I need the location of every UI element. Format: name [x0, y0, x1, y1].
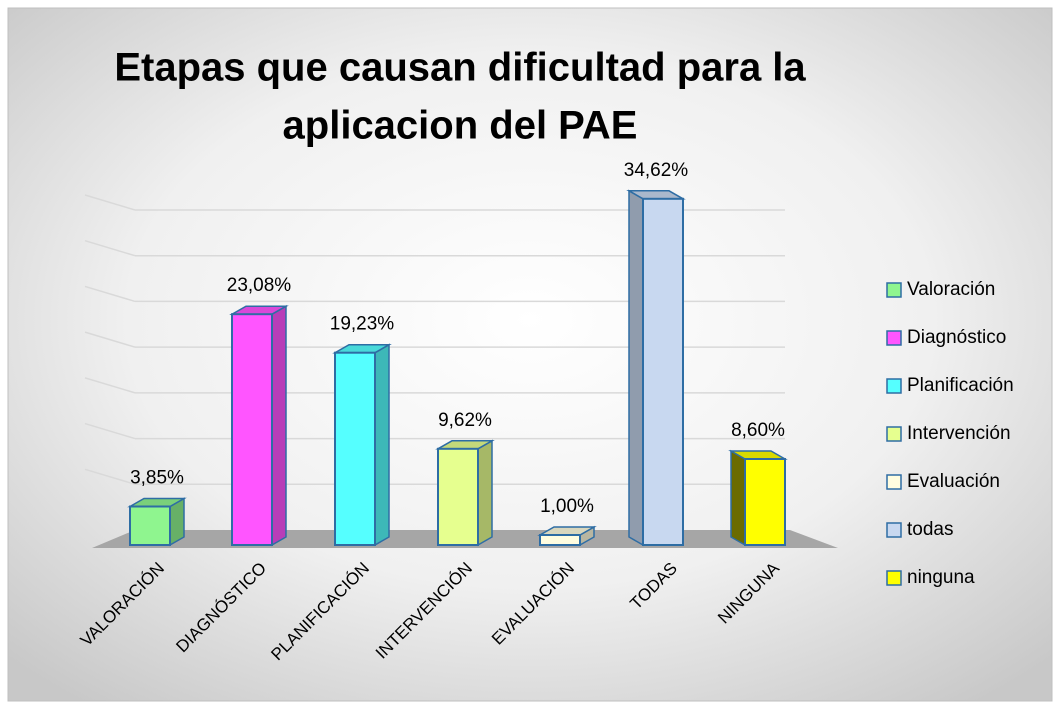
chart-background [7, 7, 1053, 702]
chart-title: Etapas que causan dificultad para la [114, 46, 806, 90]
data-label: 23,08% [227, 275, 292, 296]
legend-swatch [886, 522, 902, 538]
legend-label: Intervención [907, 423, 1011, 444]
legend-label: Valoración [907, 279, 995, 300]
data-label: 9,62% [438, 410, 492, 431]
legend-label: Planificación [907, 375, 1014, 396]
bar-side [477, 439, 493, 547]
legend-swatch [886, 570, 902, 586]
data-label: 8,60% [731, 420, 785, 441]
grid-line [84, 377, 136, 394]
bar-side [271, 304, 287, 547]
legend-label: Diagnóstico [907, 327, 1006, 348]
data-label: 1,00% [540, 496, 594, 517]
data-label: 34,62% [624, 160, 689, 181]
bar [437, 447, 479, 546]
data-label: 3,85% [130, 468, 184, 489]
legend-swatch [886, 426, 902, 442]
grid-line [84, 194, 136, 211]
bar [231, 313, 273, 547]
bar [642, 197, 684, 547]
bar-side [628, 189, 644, 547]
bar [334, 351, 376, 547]
grid-line [84, 468, 136, 486]
legend-label: ninguna [907, 567, 975, 588]
bar [539, 534, 581, 546]
legend-swatch [886, 474, 902, 490]
legend-label: todas [907, 519, 953, 540]
legend-swatch [886, 330, 902, 346]
grid-line [84, 422, 136, 440]
bar-side [374, 343, 390, 547]
legend-swatch [886, 282, 902, 298]
grid-line [84, 239, 136, 257]
bar [744, 458, 786, 546]
data-label: 19,23% [330, 314, 395, 335]
bar-side [730, 449, 746, 547]
bar [129, 505, 171, 546]
legend-swatch [886, 378, 902, 394]
grid-line [84, 285, 136, 303]
grid-line [84, 331, 136, 348]
legend-label: Evaluación [907, 471, 1000, 492]
chart-title: aplicacion del PAE [283, 104, 638, 148]
